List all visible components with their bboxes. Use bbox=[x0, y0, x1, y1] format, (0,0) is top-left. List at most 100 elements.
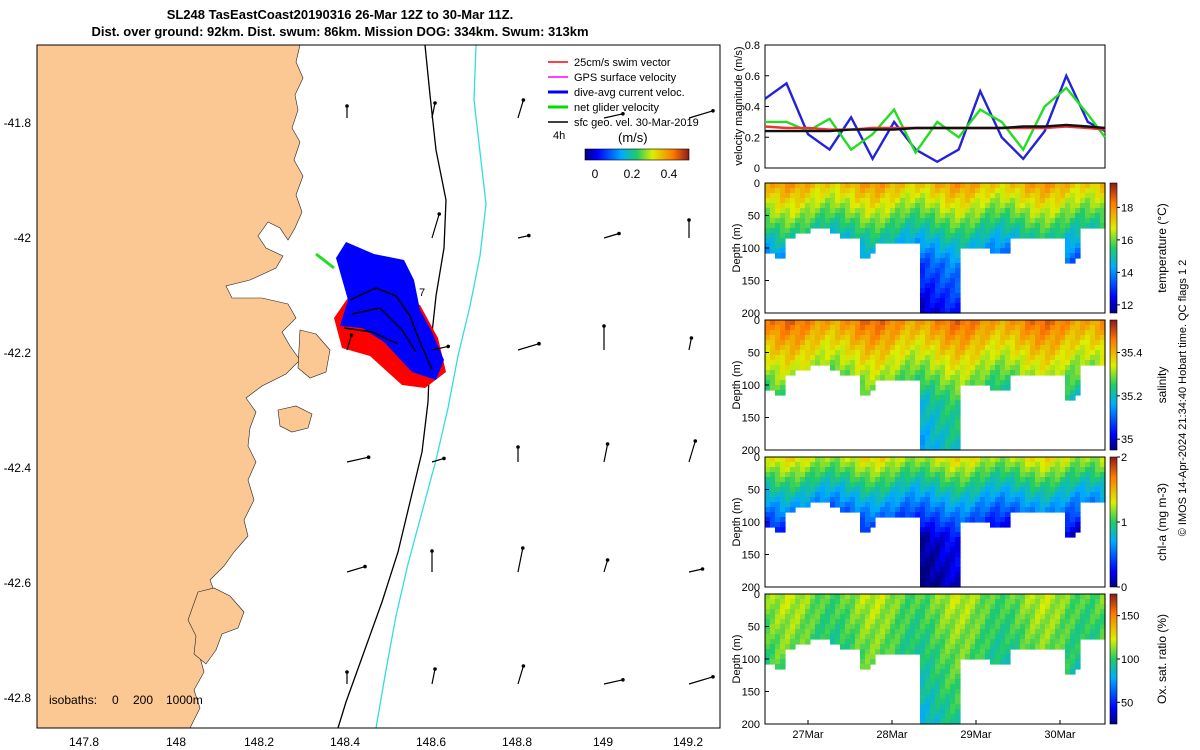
section-cell bbox=[930, 243, 936, 249]
section-cell bbox=[860, 330, 866, 336]
section-cell bbox=[910, 238, 916, 244]
section-cell bbox=[990, 203, 996, 209]
section-cell bbox=[795, 472, 801, 478]
glider-track: 7 bbox=[315, 242, 446, 388]
section-cell bbox=[935, 320, 941, 326]
section-cell bbox=[880, 462, 886, 468]
section-cell bbox=[995, 355, 1001, 361]
section-cell bbox=[805, 492, 811, 498]
section-cell bbox=[805, 208, 811, 214]
section-cell bbox=[900, 345, 906, 351]
section-cell bbox=[1065, 527, 1071, 533]
section-cell bbox=[1070, 609, 1076, 615]
section-cell bbox=[775, 527, 781, 533]
section-cell bbox=[1000, 218, 1006, 224]
section-cell bbox=[1060, 233, 1066, 239]
section-cell bbox=[910, 355, 916, 361]
section-cell bbox=[990, 492, 996, 498]
section-cell bbox=[1015, 360, 1021, 366]
section-cell bbox=[1095, 594, 1101, 600]
section-cell bbox=[1000, 370, 1006, 376]
section-cell bbox=[910, 609, 916, 615]
section-cell bbox=[1070, 340, 1076, 346]
section-cell bbox=[1050, 188, 1056, 194]
section-cell bbox=[1005, 223, 1011, 229]
section-cell bbox=[955, 218, 961, 224]
section-cell bbox=[930, 223, 936, 229]
section-cell bbox=[845, 639, 851, 645]
section-cell bbox=[940, 218, 946, 224]
section-cell bbox=[890, 375, 896, 381]
section-cell bbox=[940, 435, 946, 441]
section-cell bbox=[1010, 624, 1016, 630]
section-cell bbox=[1055, 340, 1061, 346]
section-cell bbox=[865, 649, 871, 655]
section-cell bbox=[1045, 482, 1051, 488]
section-cell bbox=[945, 263, 951, 269]
section-cell bbox=[895, 183, 901, 189]
section-cell bbox=[940, 440, 946, 446]
section-cell bbox=[1065, 614, 1071, 620]
section-cell bbox=[780, 183, 786, 189]
section-cell bbox=[1005, 370, 1011, 376]
section-cell bbox=[935, 188, 941, 194]
section-cell bbox=[1040, 644, 1046, 650]
section-cell bbox=[770, 208, 776, 214]
section-cell bbox=[1025, 477, 1031, 483]
section-cell bbox=[1060, 502, 1066, 508]
section-cell bbox=[1015, 477, 1021, 483]
geostrophic-arrow-head bbox=[687, 218, 691, 222]
section-cell bbox=[775, 243, 781, 249]
section-cell bbox=[825, 604, 831, 610]
section-cell bbox=[945, 674, 951, 680]
section-cell bbox=[1065, 619, 1071, 625]
section-cell bbox=[1040, 487, 1046, 493]
section-cell bbox=[945, 694, 951, 700]
section-cell bbox=[955, 273, 961, 279]
section-cell bbox=[940, 614, 946, 620]
section-cell bbox=[890, 345, 896, 351]
section-cell bbox=[950, 445, 956, 451]
section-cell bbox=[880, 472, 886, 478]
section-cell bbox=[920, 268, 926, 274]
section-cell bbox=[880, 350, 886, 356]
section-cell bbox=[1020, 482, 1026, 488]
section-cell bbox=[1050, 619, 1056, 625]
section-cell bbox=[980, 330, 986, 336]
section-cell bbox=[1070, 390, 1076, 396]
section-cell bbox=[980, 183, 986, 189]
section-cell bbox=[820, 497, 826, 503]
section-cell bbox=[1015, 355, 1021, 361]
section-cell bbox=[855, 350, 861, 356]
depth-tick-label: 50 bbox=[748, 348, 760, 360]
section-cell bbox=[865, 654, 871, 660]
section-cell bbox=[905, 634, 911, 640]
section-cell bbox=[880, 233, 886, 239]
section-cell bbox=[775, 365, 781, 371]
section-cell bbox=[1085, 350, 1091, 356]
section-colorbar bbox=[1109, 319, 1118, 451]
section-cell bbox=[970, 512, 976, 518]
section-cell bbox=[1020, 233, 1026, 239]
section-cell bbox=[950, 604, 956, 610]
section-cell bbox=[860, 614, 866, 620]
section-cell bbox=[945, 238, 951, 244]
velocity-tick-label: 0.6 bbox=[745, 71, 760, 83]
section-cell bbox=[925, 599, 931, 605]
section-cell bbox=[1055, 614, 1061, 620]
section-cell bbox=[835, 208, 841, 214]
section-cell bbox=[950, 248, 956, 254]
section-cell bbox=[895, 233, 901, 239]
section-cell bbox=[1080, 213, 1086, 219]
geostrophic-arrow bbox=[346, 456, 369, 463]
section-cell bbox=[875, 629, 881, 635]
section-cell bbox=[1020, 218, 1026, 224]
section-cell bbox=[1000, 350, 1006, 356]
section-cell bbox=[770, 243, 776, 249]
date-tick-label: 27Mar bbox=[792, 729, 824, 741]
section-cell bbox=[1030, 507, 1036, 513]
section-cell bbox=[860, 243, 866, 249]
section-cell bbox=[1045, 497, 1051, 503]
section-cell bbox=[960, 213, 966, 219]
section-cell bbox=[770, 634, 776, 640]
